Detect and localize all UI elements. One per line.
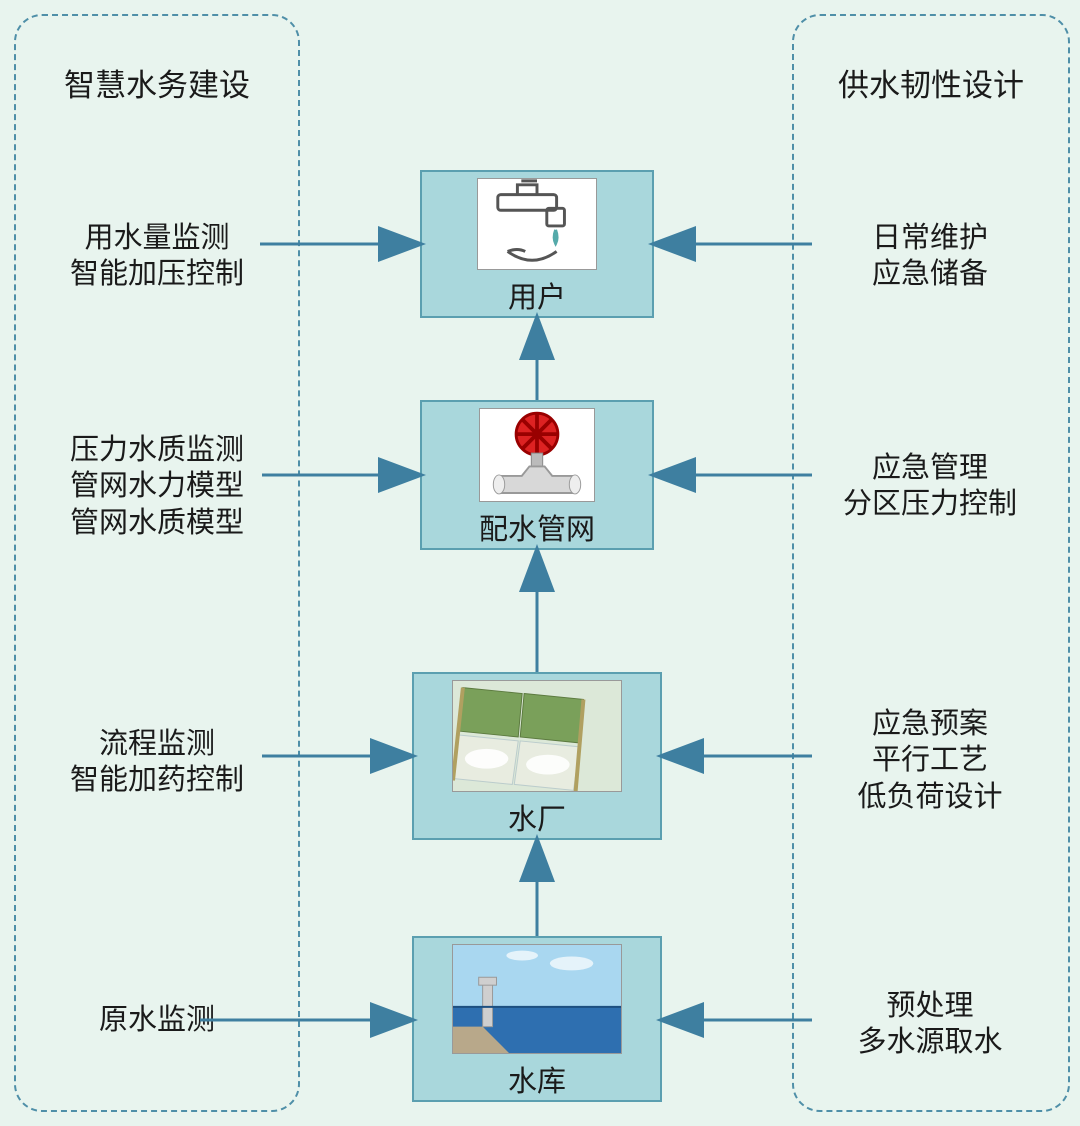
plant-icon (452, 680, 622, 792)
node-reservoir-label: 水库 (508, 1058, 566, 1100)
faucet-icon (477, 178, 597, 270)
left-item-3: 原水监测 (37, 1002, 277, 1038)
right-item-2: 应急预案平行工艺低负荷设计 (810, 706, 1050, 815)
left-item-1: 压力水质监测管网水力模型管网水质模型 (37, 432, 277, 541)
node-plant: 水厂 (412, 672, 662, 840)
right-item-0: 日常维护应急储备 (810, 220, 1050, 293)
left-item-2: 流程监测智能加药控制 (37, 726, 277, 799)
right-item-3: 预处理多水源取水 (810, 988, 1050, 1061)
right-item-1: 应急管理分区压力控制 (810, 450, 1050, 523)
node-user-label: 用户 (508, 274, 566, 316)
left-panel: 智慧水务建设 (14, 14, 300, 1112)
left-item-0: 用水量监测智能加压控制 (37, 220, 277, 293)
node-pipeline: 配水管网 (420, 400, 654, 550)
node-user: 用户 (420, 170, 654, 318)
reservoir-icon (452, 944, 622, 1054)
valve-icon (479, 408, 595, 502)
node-plant-label: 水厂 (508, 796, 566, 838)
node-pipeline-label: 配水管网 (479, 506, 595, 548)
node-reservoir: 水库 (412, 936, 662, 1102)
right-panel-title: 供水韧性设计 (794, 60, 1068, 105)
right-panel: 供水韧性设计 (792, 14, 1070, 1112)
left-panel-title: 智慧水务建设 (16, 60, 298, 105)
